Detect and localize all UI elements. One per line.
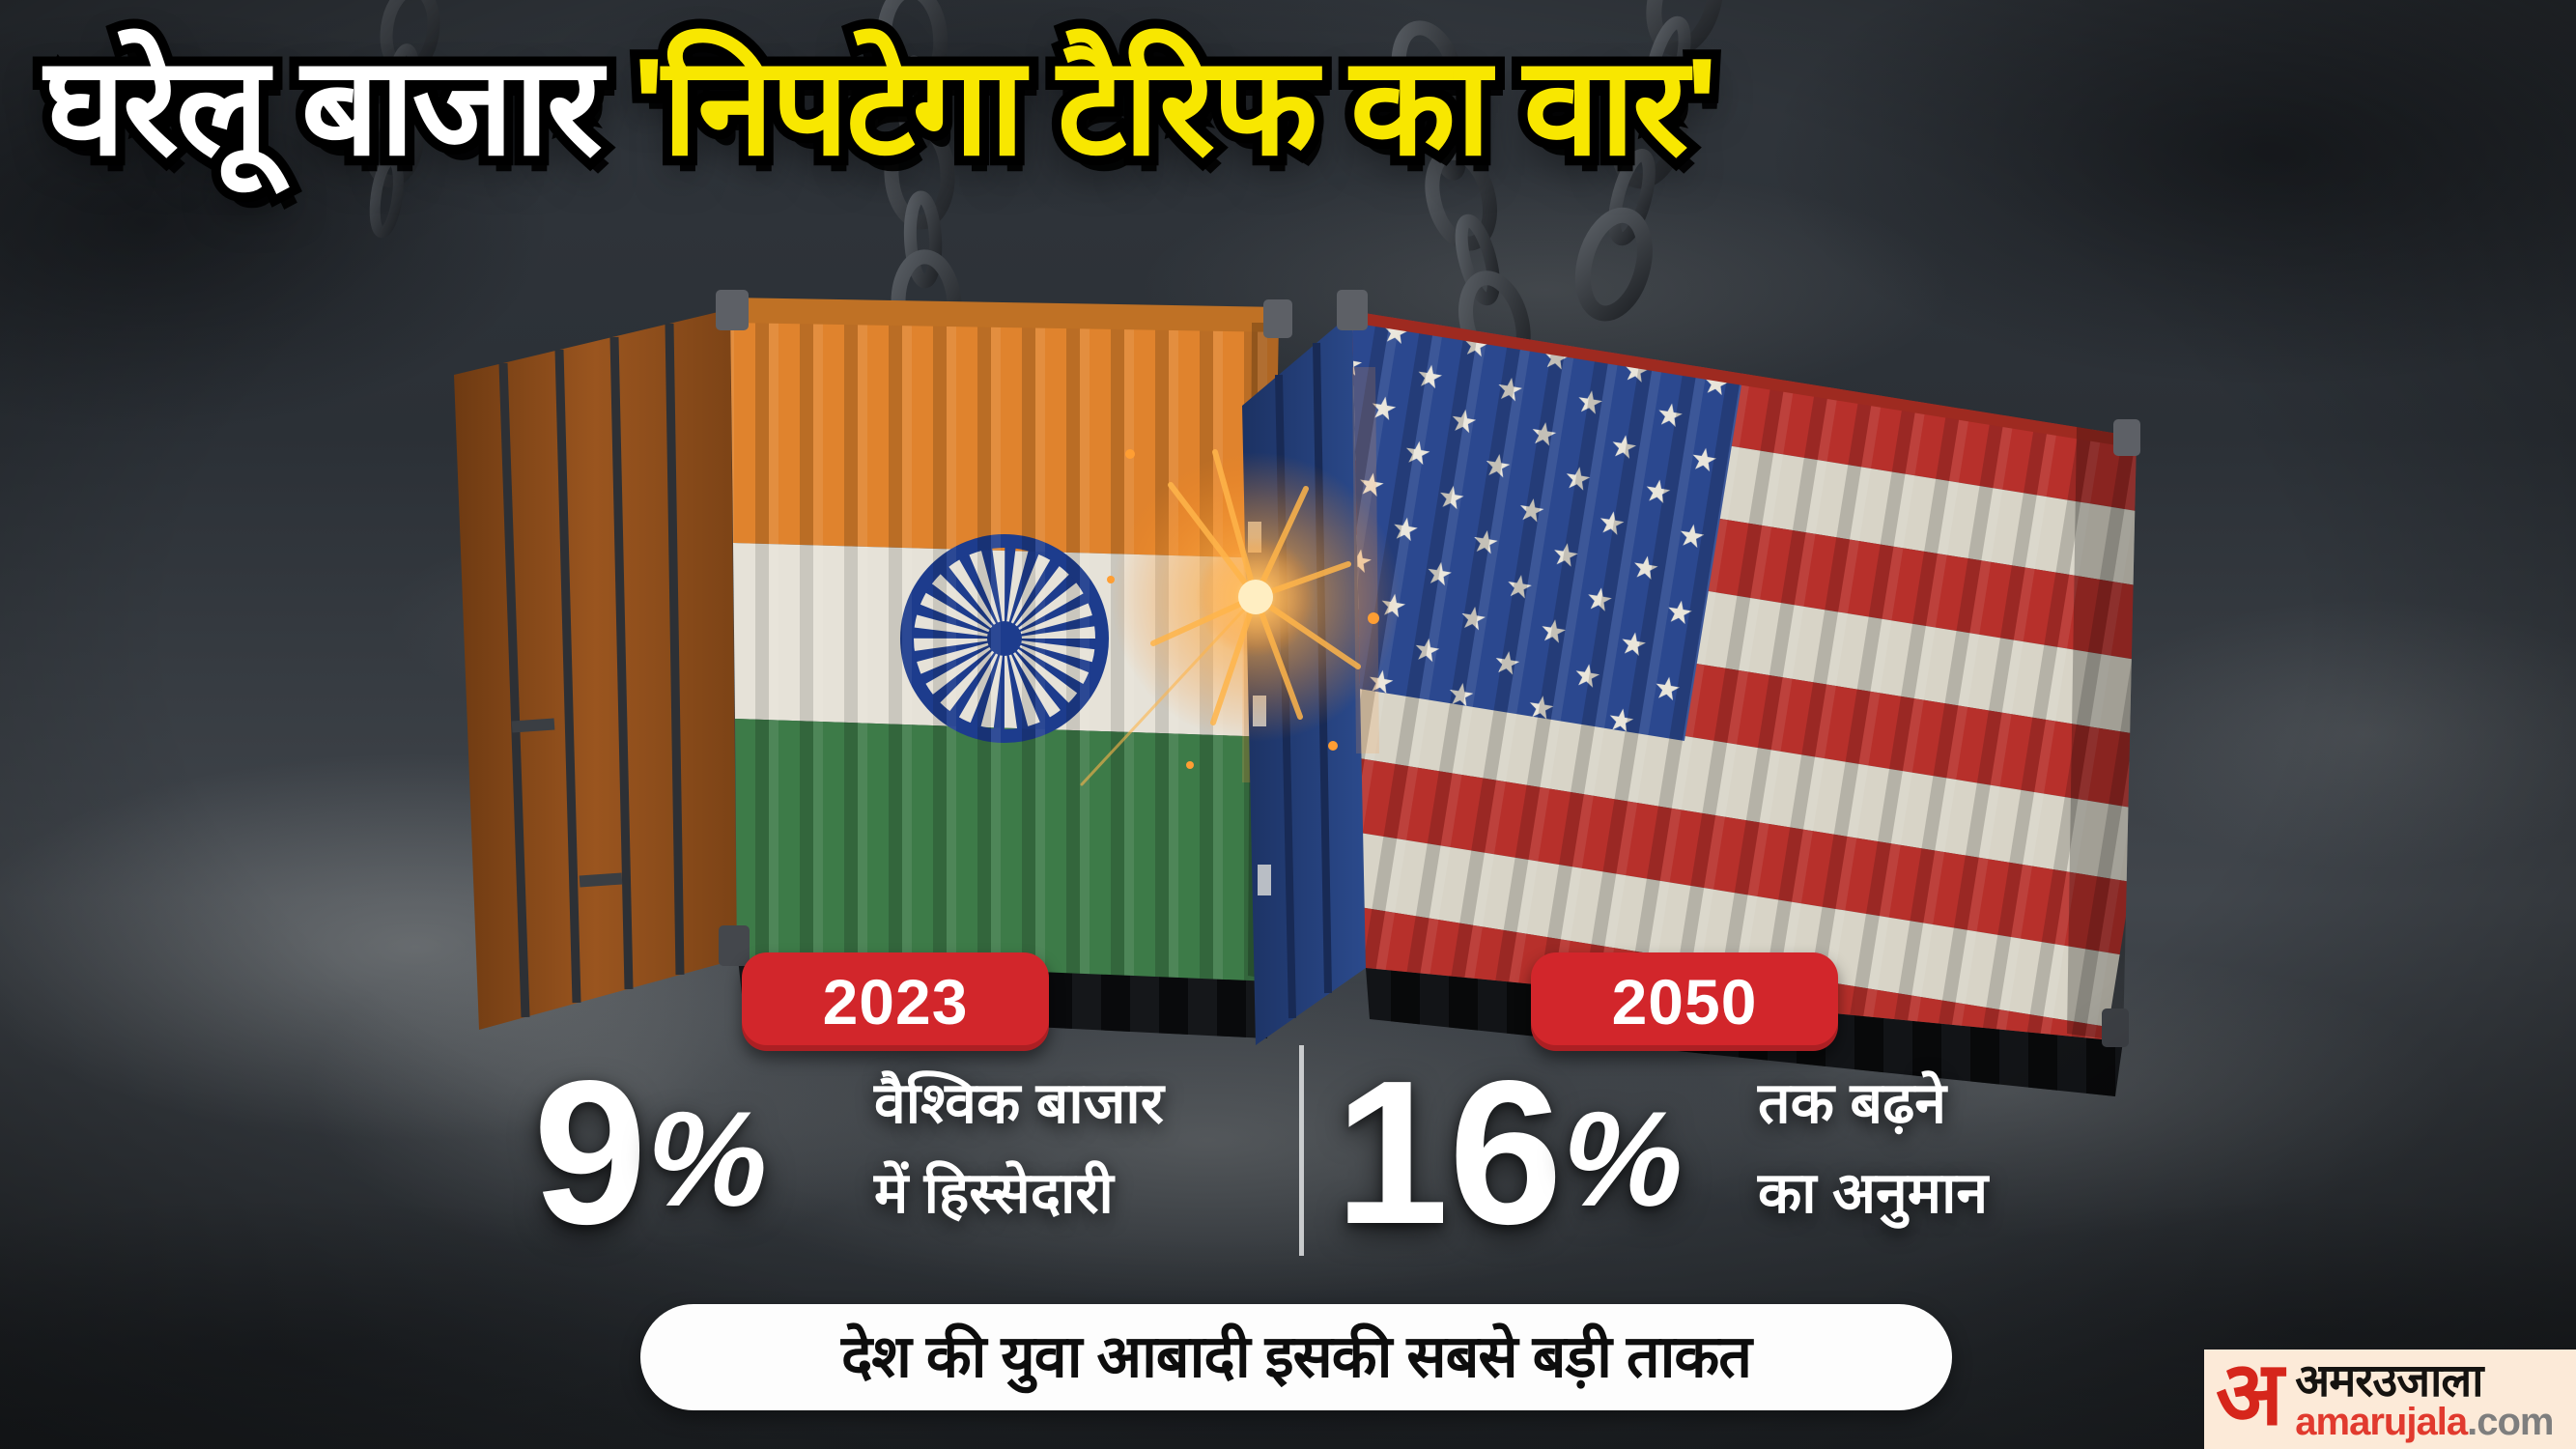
headline-yellow-part: 'निपटेगा टैरिफ का वार' bbox=[633, 21, 1718, 193]
brand-mark-icon: अ bbox=[2216, 1344, 2284, 1443]
brand-domain-tld: .com bbox=[2467, 1401, 2554, 1444]
stat-label-line1: वैश्विक बाजार bbox=[874, 1071, 1164, 1135]
headline: घरेलू बाजार 'निपटेगा टैरिफ का वार' bbox=[44, 21, 2546, 193]
stats-divider-line bbox=[1299, 1045, 1304, 1256]
percent-sign: % bbox=[646, 1082, 767, 1235]
stat-label-line2: में हिस्सेदारी bbox=[874, 1161, 1114, 1225]
stat-value-2050: 16% bbox=[1335, 1044, 1683, 1261]
brand-name: अमरउजाला bbox=[2295, 1353, 2483, 1406]
brand-domain: amarujala.com bbox=[2295, 1401, 2554, 1444]
percent-sign: % bbox=[1562, 1082, 1683, 1235]
year-badge-2023: 2023 bbox=[742, 952, 1049, 1051]
stat-value-2023: 9% bbox=[533, 1044, 767, 1261]
stat-label-2050: तक बढ़ने का अनुमान bbox=[1758, 1059, 1988, 1238]
stat-number: 16 bbox=[1335, 1037, 1563, 1266]
stat-label-line1: तक बढ़ने bbox=[1758, 1071, 1946, 1135]
brand-domain-main: amarujala bbox=[2295, 1401, 2468, 1444]
stat-label-line2: का अनुमान bbox=[1758, 1161, 1989, 1225]
brand-logo: अ अमरउजाला amarujala.com bbox=[2204, 1350, 2576, 1449]
headline-white-part: घरेलू बाजार bbox=[44, 21, 603, 193]
stat-number: 9 bbox=[533, 1037, 647, 1266]
year-badge-label: 2023 bbox=[822, 966, 969, 1037]
year-badge-label: 2050 bbox=[1611, 966, 1758, 1037]
footer-note-pill: देश की युवा आबादी इसकी सबसे बड़ी ताकत bbox=[640, 1304, 1952, 1410]
year-badge-2050: 2050 bbox=[1531, 952, 1838, 1051]
stat-label-2023: वैश्विक बाजार में हिस्सेदारी bbox=[874, 1059, 1164, 1238]
footer-note-text: देश की युवा आबादी इसकी सबसे बड़ी ताकत bbox=[841, 1322, 1752, 1389]
